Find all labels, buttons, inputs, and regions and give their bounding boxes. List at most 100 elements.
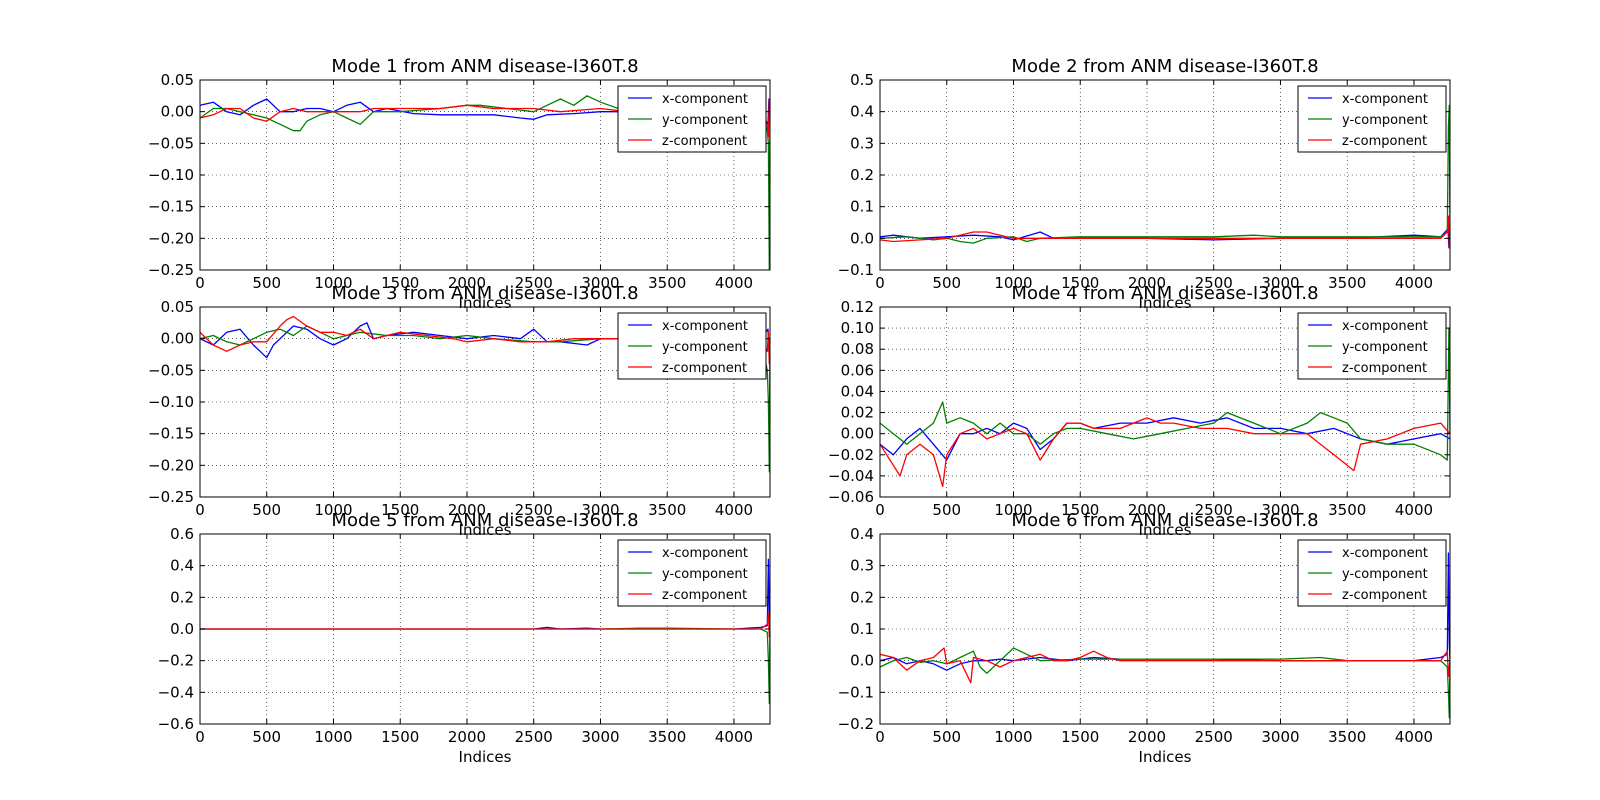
x-tick-label: 4000 — [1395, 274, 1433, 292]
y-tick-label: −0.25 — [148, 488, 194, 506]
y-tick-label: 0.6 — [170, 525, 194, 543]
x-tick-label: 2500 — [1195, 501, 1233, 519]
x-tick-label: 2000 — [1128, 728, 1166, 746]
x-tick-label: 1000 — [314, 274, 352, 292]
x-tick-label: 1500 — [1061, 501, 1099, 519]
legend-label: y-component — [662, 567, 748, 582]
x-tick-label: 1000 — [314, 728, 352, 746]
y-tick-label: 0.3 — [850, 134, 874, 152]
x-tick-label: 3000 — [1261, 501, 1299, 519]
y-tick-label: 0.05 — [161, 71, 194, 89]
legend-label: z-component — [1342, 134, 1427, 149]
legend: x-component y-component z-component — [617, 312, 767, 380]
legend-label: y-component — [1342, 340, 1428, 355]
legend-label: z-component — [1342, 361, 1427, 376]
x-tick-label: 3500 — [648, 728, 686, 746]
chart-title: Mode 1 from ANM disease-I360T.8 — [331, 56, 638, 77]
y-tick-label: −0.06 — [828, 488, 874, 506]
y-tick-label: −0.4 — [158, 683, 194, 701]
x-tick-label: 2000 — [448, 501, 486, 519]
x-tick-label: 500 — [252, 274, 281, 292]
legend-label: x-component — [662, 319, 748, 334]
x-tick-label: 3500 — [648, 501, 686, 519]
subplot-mode-3: 0 500 1000 1500 2000 2500 3000 3500 4000 −0.25 −0.… — [148, 283, 771, 539]
x-tick-label: 4000 — [1395, 728, 1433, 746]
y-tick-label: −0.1 — [838, 261, 874, 279]
chart-title: Mode 2 from ANM disease-I360T.8 — [1011, 56, 1318, 77]
y-tick-label: 0.2 — [850, 588, 874, 606]
x-tick-label: 3500 — [1328, 501, 1366, 519]
x-tick-label: 2500 — [1195, 274, 1233, 292]
y-tick-label: 0.0 — [850, 229, 874, 247]
legend-label: z-component — [662, 588, 747, 603]
y-tick-label: 0.4 — [170, 557, 194, 575]
legend-label: x-component — [1342, 546, 1428, 561]
x-tick-label: 3000 — [581, 728, 619, 746]
x-tick-label: 0 — [875, 274, 885, 292]
y-tick-label: 0.3 — [850, 557, 874, 575]
y-tick-label: 0.08 — [841, 340, 874, 358]
x-tick-label: 1500 — [381, 274, 419, 292]
x-tick-label: 500 — [932, 728, 961, 746]
series-line-z-component — [880, 417, 1450, 488]
y-tick-label: 0.4 — [850, 525, 874, 543]
y-tick-label: 0.1 — [850, 198, 874, 216]
chart-title: Mode 4 from ANM disease-I360T.8 — [1011, 283, 1318, 304]
legend-label: x-component — [1342, 319, 1428, 334]
series-line-z-component — [200, 612, 770, 638]
x-tick-label: 2500 — [515, 274, 553, 292]
x-tick-label: 1500 — [1061, 274, 1099, 292]
x-tick-label: 2000 — [448, 728, 486, 746]
x-tick-label: 3000 — [581, 501, 619, 519]
subplot-mode-6: 0 500 1000 1500 2000 2500 3000 3500 4000 −0.2 −0.1… — [838, 510, 1451, 766]
x-tick-label: 4000 — [715, 501, 753, 519]
x-tick-label: 0 — [875, 728, 885, 746]
x-tick-label: 0 — [195, 501, 205, 519]
x-tick-label: 2500 — [1195, 728, 1233, 746]
x-tick-label: 4000 — [715, 728, 753, 746]
y-tick-label: 0.05 — [161, 298, 194, 316]
x-tick-label: 1000 — [994, 501, 1032, 519]
y-tick-label: −0.20 — [148, 229, 194, 247]
x-tick-label: 0 — [195, 728, 205, 746]
y-tick-label: −0.10 — [148, 166, 194, 184]
legend: x-component y-component z-component — [1297, 312, 1447, 380]
x-tick-label: 500 — [252, 501, 281, 519]
x-tick-label: 2500 — [515, 728, 553, 746]
x-tick-label: 4000 — [1395, 501, 1433, 519]
subplot-mode-2: 0 500 1000 1500 2000 2500 3000 3500 4000 −0.1 0.0 0… — [838, 56, 1451, 312]
x-tick-label: 2000 — [1128, 274, 1166, 292]
y-tick-label: 0.10 — [841, 319, 874, 337]
subplot-mode-4: 0 500 1000 1500 2000 2500 3000 3500 4000 −0.06 −0.… — [828, 283, 1451, 539]
legend-label: y-component — [1342, 113, 1428, 128]
y-tick-label: 0.04 — [841, 382, 874, 400]
y-tick-label: −0.2 — [838, 715, 874, 733]
x-tick-label: 500 — [252, 728, 281, 746]
x-tick-label: 3000 — [1261, 274, 1299, 292]
x-axis-label: Indices — [1139, 748, 1192, 766]
x-tick-label: 3000 — [581, 274, 619, 292]
series-line-z-component — [880, 647, 1450, 684]
x-tick-label: 3000 — [1261, 728, 1299, 746]
y-tick-label: 0.2 — [170, 588, 194, 606]
x-tick-label: 2500 — [515, 501, 553, 519]
x-tick-label: 1500 — [381, 728, 419, 746]
y-tick-label: −0.2 — [158, 652, 194, 670]
y-tick-label: −0.15 — [148, 198, 194, 216]
legend-label: z-component — [662, 134, 747, 149]
y-tick-label: 0.00 — [841, 425, 874, 443]
x-tick-label: 3500 — [1328, 728, 1366, 746]
y-tick-label: 0.4 — [850, 103, 874, 121]
y-tick-label: −0.15 — [148, 425, 194, 443]
y-tick-label: 0.5 — [850, 71, 874, 89]
y-tick-label: −0.04 — [828, 467, 874, 485]
x-tick-label: 4000 — [715, 274, 753, 292]
x-tick-label: 500 — [932, 274, 961, 292]
y-tick-label: −0.1 — [838, 683, 874, 701]
x-tick-label: 1500 — [381, 501, 419, 519]
y-tick-label: 0.1 — [850, 620, 874, 638]
y-tick-label: −0.6 — [158, 715, 194, 733]
y-tick-label: 0.2 — [850, 166, 874, 184]
x-tick-label: 3500 — [648, 274, 686, 292]
y-tick-label: −0.05 — [148, 134, 194, 152]
